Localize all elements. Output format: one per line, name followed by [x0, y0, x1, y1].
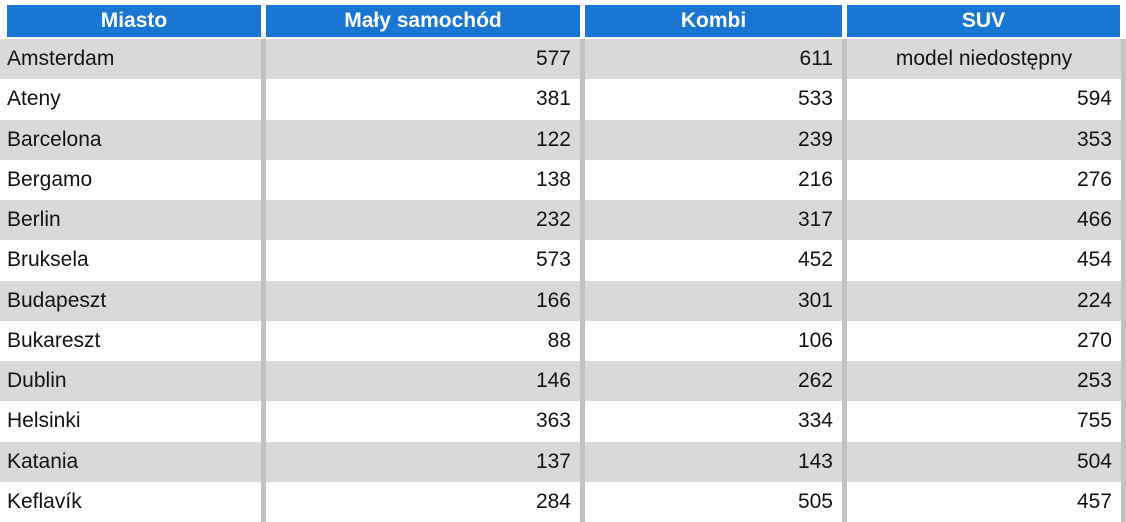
table-cell: 146 — [261, 361, 580, 402]
table-cell: 137 — [261, 441, 580, 482]
table-cell: 270 — [842, 320, 1126, 361]
column-header-suv: SUV — [842, 5, 1126, 37]
table-cell: 276 — [842, 159, 1126, 200]
city-cell: Dublin — [7, 369, 67, 393]
table-cell: 301 — [580, 280, 842, 321]
table-cell: 452 — [580, 240, 842, 281]
table-cell: 611 — [580, 39, 842, 80]
table-cell: 594 — [842, 79, 1126, 120]
table-row: Bruksela 573 452 454 — [0, 240, 1126, 281]
city-cell: Ateny — [7, 87, 61, 111]
table-row: Keflavík 284 505 457 — [0, 481, 1126, 522]
column-header-maly-samochod: Mały samochód — [261, 5, 580, 37]
column-header-miasto: Miasto — [0, 5, 261, 37]
table-cell: 353 — [842, 119, 1126, 160]
table-header-row: Miasto Mały samochód Kombi SUV — [0, 5, 1126, 37]
city-cell: Keflavík — [7, 489, 82, 513]
city-cell: Berlin — [7, 208, 61, 232]
table-cell: 504 — [842, 441, 1126, 482]
table-cell: 334 — [580, 401, 842, 442]
table-cell: 262 — [580, 361, 842, 402]
table-cell: 573 — [261, 240, 580, 281]
city-cell: Bukareszt — [7, 328, 101, 352]
table-cell: 284 — [261, 481, 580, 522]
table-cell: 577 — [261, 39, 580, 80]
table-row: Helsinki 363 334 755 — [0, 401, 1126, 442]
table-cell: 138 — [261, 159, 580, 200]
city-cell: Budapeszt — [7, 288, 107, 312]
table-cell: 381 — [261, 79, 580, 120]
table-cell: 505 — [580, 481, 842, 522]
city-cell: Amsterdam — [7, 47, 115, 71]
column-header-kombi: Kombi — [580, 5, 842, 37]
table-row: Bergamo 138 216 276 — [0, 159, 1126, 200]
table-row: Amsterdam 577 611 model niedostępny — [0, 39, 1126, 80]
table-row: Dublin 146 262 253 — [0, 361, 1126, 402]
unavailable-note: model niedostępny — [842, 39, 1126, 80]
city-cell: Helsinki — [7, 409, 81, 433]
table-cell: 216 — [580, 159, 842, 200]
table-cell: 755 — [842, 401, 1126, 442]
table-cell: 466 — [842, 200, 1126, 241]
city-cell: Barcelona — [7, 127, 102, 151]
table-row: Berlin 232 317 466 — [0, 200, 1126, 241]
table-cell: 143 — [580, 441, 842, 482]
table-cell: 363 — [261, 401, 580, 442]
table-row: Bukareszt 88 106 270 — [0, 320, 1126, 361]
table-row: Katania 137 143 504 — [0, 441, 1126, 482]
city-cell: Bergamo — [7, 167, 93, 191]
table-cell: 88 — [261, 320, 580, 361]
table-cell: 224 — [842, 280, 1126, 321]
table-row: Barcelona 122 239 353 — [0, 119, 1126, 160]
table-cell: 317 — [580, 200, 842, 241]
table-cell: 106 — [580, 320, 842, 361]
table-row: Ateny 381 533 594 — [0, 79, 1126, 120]
table-cell: 253 — [842, 361, 1126, 402]
table-cell: 457 — [842, 481, 1126, 522]
city-cell: Bruksela — [7, 248, 89, 272]
table-body: Amsterdam 577 611 model niedostępny Ateny 381… — [0, 39, 1126, 522]
table-cell: 533 — [580, 79, 842, 120]
table-cell: 232 — [261, 200, 580, 241]
table-row: Budapeszt 166 301 224 — [0, 280, 1126, 321]
table-cell: 166 — [261, 280, 580, 321]
table-cell: 122 — [261, 119, 580, 160]
table-cell: 454 — [842, 240, 1126, 281]
table-cell: 239 — [580, 119, 842, 160]
city-cell: Katania — [7, 449, 79, 473]
